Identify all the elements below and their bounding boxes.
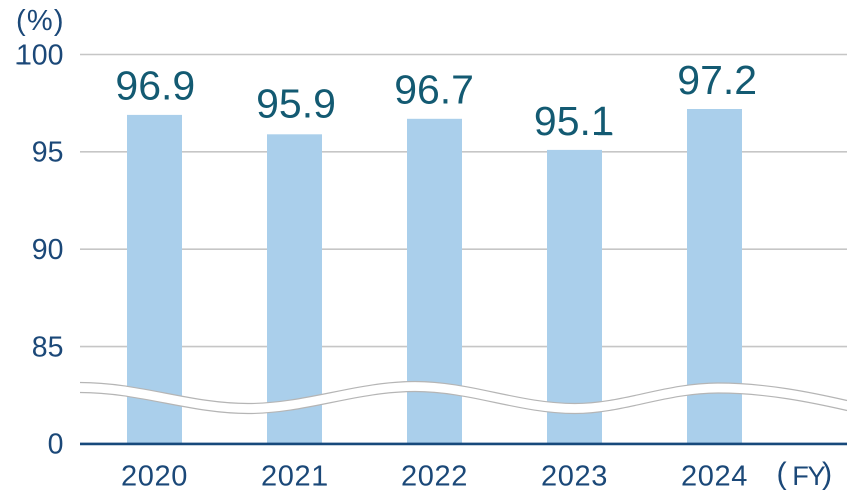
svg-text:95.9: 95.9 <box>256 81 336 127</box>
svg-text:2022: 2022 <box>401 460 468 492</box>
svg-text:95.1: 95.1 <box>534 98 614 144</box>
svg-text:90: 90 <box>32 234 64 266</box>
svg-text:2024: 2024 <box>681 460 748 492</box>
svg-text:96.7: 96.7 <box>394 66 474 112</box>
svg-text:0: 0 <box>48 429 64 461</box>
svg-text:96.9: 96.9 <box>115 63 195 109</box>
svg-text:(: ( <box>777 457 787 491</box>
svg-text:85: 85 <box>32 331 64 363</box>
svg-text:95: 95 <box>32 137 64 169</box>
svg-text:2021: 2021 <box>261 460 328 492</box>
svg-text:(%): (%) <box>16 5 65 37</box>
svg-text:100: 100 <box>16 39 64 71</box>
svg-text:2023: 2023 <box>541 460 608 492</box>
svg-text:): ) <box>822 457 832 491</box>
svg-text:2020: 2020 <box>121 460 188 492</box>
svg-text:97.2: 97.2 <box>677 57 757 103</box>
svg-text:FY: FY <box>792 460 825 491</box>
